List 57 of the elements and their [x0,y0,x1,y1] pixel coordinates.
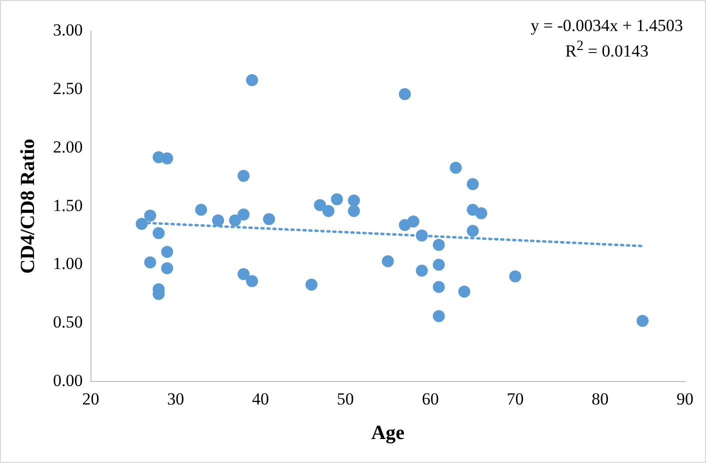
point [432,280,445,293]
y-tick-label: 2.50 [53,78,83,98]
point [330,193,343,206]
point [212,214,224,226]
point [348,204,360,217]
point [466,178,479,190]
point [246,275,258,288]
point [263,213,276,226]
point [416,264,428,277]
point [161,152,174,164]
x-axis-title: Age [371,422,405,444]
point [195,204,208,216]
point [161,262,174,274]
point [407,215,420,228]
point [475,207,488,220]
annotation: R$^{2}$ = 0.0143 [564,37,650,62]
x-tick-label: 70 [506,389,524,408]
point [382,255,394,268]
point [322,204,334,217]
x-tick-label: 20 [82,389,100,408]
x-tick-label: 30 [167,389,184,408]
point [466,224,479,237]
point [432,238,445,251]
point [238,268,250,280]
y-tick-label: 0.50 [53,312,83,332]
point [161,246,174,258]
x-tick-label: 50 [336,389,354,408]
point [458,286,470,298]
annotation: y = -0.0034x + 1.4503 [530,15,683,36]
x-tick-label: 80 [592,389,609,408]
point [229,214,242,226]
point [450,162,462,174]
point [238,208,250,220]
point [144,210,156,222]
point [416,230,428,242]
y-tick-label: 0.00 [53,371,83,390]
x-tick-label: 90 [676,389,694,408]
y-tick-label: 3.00 [53,20,83,40]
point [136,218,148,230]
point [509,270,522,282]
point [432,310,445,322]
point [348,194,360,206]
x-tick-label: 60 [422,389,439,408]
point [238,170,250,182]
point [152,227,165,240]
y-tick-label: 2.00 [53,137,83,156]
point [398,88,411,100]
point [305,278,318,291]
point [246,74,258,86]
point [314,199,326,212]
y-tick-label: 1.50 [53,196,83,215]
point [432,258,445,271]
y-axis-title: CD4/CD8 Ratio [17,138,40,274]
y-tick-label: 1.00 [53,254,83,274]
point [144,256,156,268]
point [636,314,649,327]
x-tick-label: 40 [252,389,270,408]
